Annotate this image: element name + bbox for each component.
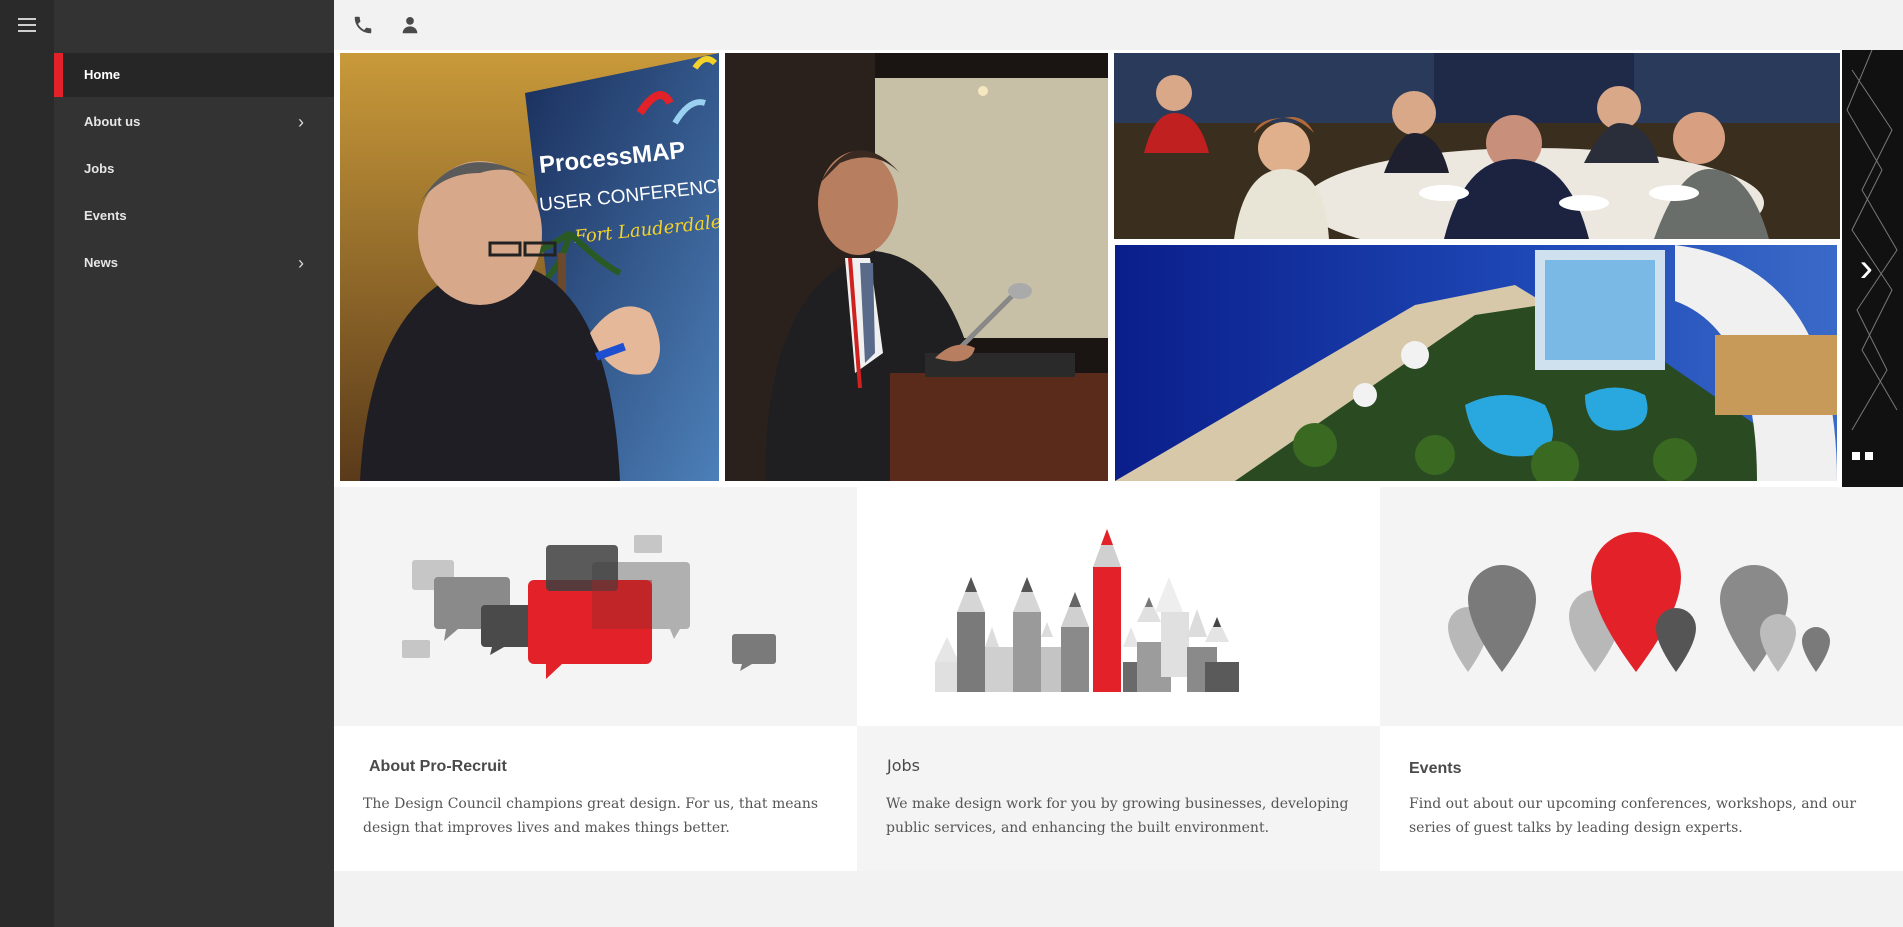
top-bar <box>334 0 1903 50</box>
card-body: Find out about our upcoming conferences,… <box>1409 796 1857 836</box>
chevron-right-icon: › <box>298 253 304 273</box>
card-events[interactable]: Events Find out about our upcoming confe… <box>1380 487 1903 871</box>
photo-next-slide-preview <box>1842 50 1903 487</box>
card-title[interactable]: Events <box>1409 760 1462 777</box>
sidebar-item-label: About us <box>84 114 141 129</box>
icon-rail <box>0 0 54 927</box>
photo-man-signing-banner: ProcessMAP USER CONFERENCE 2013 Fort Lau… <box>340 53 719 481</box>
chevron-right-icon: › <box>298 112 304 132</box>
map-pins-illustration <box>1380 487 1903 726</box>
feature-cards: About Pro-Recruit The Design Council cha… <box>334 487 1903 871</box>
card-events-text: Events Find out about our upcoming confe… <box>1380 726 1903 871</box>
sidebar-item-news[interactable]: News › <box>54 241 334 285</box>
sidebar-nav: Home About us › Jobs Events News › <box>54 53 334 288</box>
slide-dot[interactable] <box>1865 452 1873 460</box>
user-icon[interactable] <box>399 14 421 36</box>
sidebar-item-label: Jobs <box>84 161 115 176</box>
sidebar-item-home[interactable]: Home <box>54 53 334 97</box>
sidebar: Home About us › Jobs Events News › <box>54 0 334 927</box>
hamburger-menu-icon[interactable] <box>18 18 36 36</box>
card-about-text: About Pro-Recruit The Design Council cha… <box>334 726 857 871</box>
sidebar-item-jobs[interactable]: Jobs <box>54 147 334 191</box>
photo-gallery: ProcessMAP USER CONFERENCE 2013 Fort Lau… <box>334 50 1903 487</box>
sidebar-item-events[interactable]: Events <box>54 194 334 238</box>
card-title[interactable]: Jobs <box>887 756 920 775</box>
photo-speaker-at-podium <box>725 53 1108 481</box>
sidebar-item-about-us[interactable]: About us › <box>54 100 334 144</box>
speech-bubbles-illustration <box>334 487 857 726</box>
phone-icon[interactable] <box>352 14 374 36</box>
card-title[interactable]: About Pro-Recruit <box>369 758 507 775</box>
slide-indicators <box>1847 447 1873 465</box>
slide-dot[interactable] <box>1852 452 1860 460</box>
pencil-skyline-illustration <box>857 487 1380 726</box>
photo-dinner-table <box>1114 53 1840 239</box>
sidebar-item-label: Events <box>84 208 127 223</box>
sidebar-item-label: News <box>84 255 118 270</box>
photo-beach-resort <box>1115 245 1837 481</box>
card-jobs-text: Jobs We make design work for you by grow… <box>857 726 1380 871</box>
sidebar-item-label: Home <box>84 67 121 82</box>
card-jobs[interactable]: Jobs We make design work for you by grow… <box>857 487 1380 871</box>
card-body: The Design Council champions great desig… <box>363 796 819 836</box>
card-about[interactable]: About Pro-Recruit The Design Council cha… <box>334 487 857 871</box>
next-slide-arrow-icon[interactable]: › <box>1859 246 1873 290</box>
card-body: We make design work for you by growing b… <box>886 796 1349 836</box>
